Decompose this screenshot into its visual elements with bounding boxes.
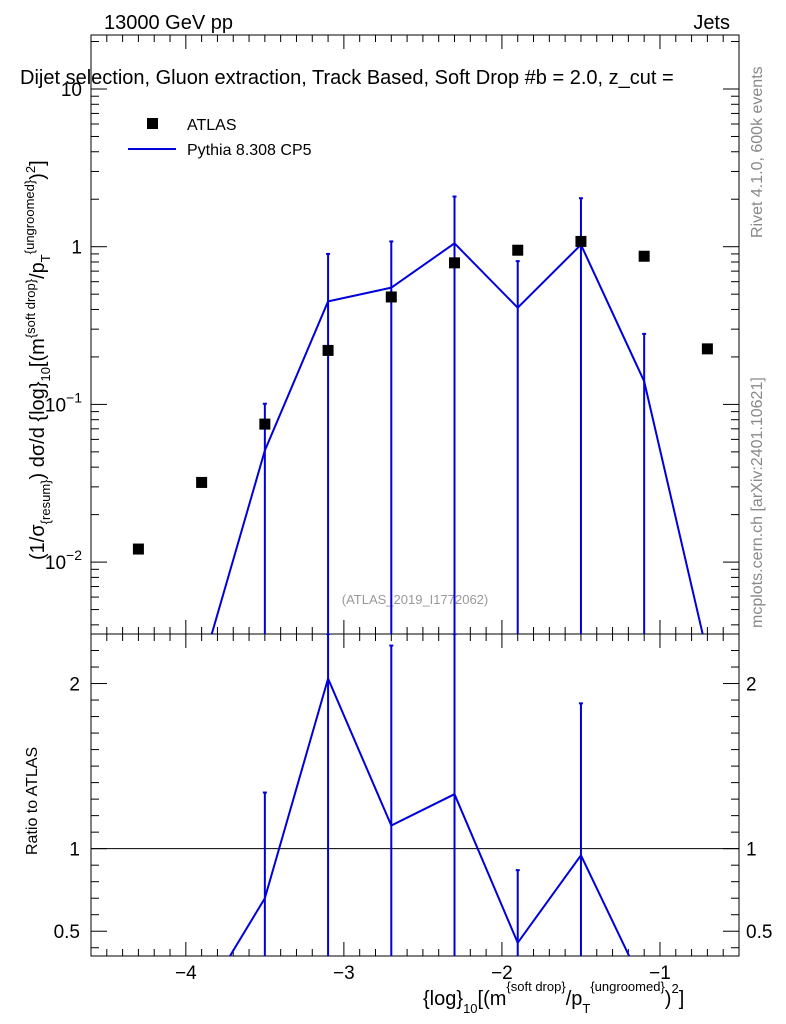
- rivet-label: Rivet 4.1.0, 600k events: [749, 66, 766, 238]
- main-y-tick-label: 10: [61, 80, 82, 101]
- ratio-y-tick-label: 0.5: [54, 922, 80, 943]
- atlas-data-point: [575, 235, 587, 247]
- ratio-y-tick-label: 1: [69, 840, 80, 861]
- ratio-y-tick-label: 2: [69, 675, 80, 696]
- atlas-data-point: [259, 418, 271, 430]
- atlas-data-point: [449, 257, 461, 269]
- atlas-data-point: [701, 343, 713, 355]
- x-tick-label: −1: [649, 963, 671, 984]
- x-axis-label: {log}10[(m{soft drop}/pT{ungroomed})2]: [423, 979, 684, 1016]
- x-tick-label: −4: [175, 963, 197, 984]
- header-left: 13000 GeV pp: [104, 12, 233, 34]
- plot-title: Dijet selection, Gluon extraction, Track…: [20, 67, 674, 89]
- main-y-axis-label: (1/σ{resum}) dσ/d {log}10[(m{soft drop}/…: [22, 160, 53, 560]
- atlas-data-point: [196, 476, 208, 488]
- data-series-main: [132, 235, 713, 555]
- ratio-plot-frame: [90, 633, 740, 957]
- atlas-data-point: [638, 250, 650, 262]
- ratio-axis-ticks: −4 −3 −2 −1 0.5 0.5 1 1 2 2: [54, 634, 772, 984]
- main-y-tick-label: 10−1: [45, 389, 82, 416]
- main-y-tick-label: 10−2: [45, 547, 82, 574]
- analysis-watermark: (ATLAS_2019_I1772062): [342, 592, 488, 607]
- ratio-y-tick-label-right: 1: [746, 840, 757, 861]
- legend-data-label: ATLAS: [187, 117, 237, 134]
- atlas-data-point: [385, 291, 397, 303]
- header-right: Jets: [693, 12, 730, 34]
- mc-ratio-line: [228, 675, 631, 956]
- legend: ATLAS Pythia 8.308 CP5: [128, 117, 312, 159]
- atlas-data-point: [132, 543, 144, 555]
- legend-mc-label: Pythia 8.308 CP5: [187, 142, 312, 159]
- mcplots-label: mcplots.cern.ch [arXiv:2401.10621]: [749, 377, 766, 628]
- mc-series-main: [210, 195, 704, 634]
- x-tick-label: −3: [333, 963, 355, 984]
- x-tick-label: −2: [491, 963, 513, 984]
- atlas-data-point: [322, 344, 334, 356]
- atlas-data-point: [512, 244, 524, 256]
- mc-series-ratio: [228, 634, 631, 956]
- ratio-y-axis-label: Ratio to ATLAS: [24, 747, 41, 855]
- ratio-y-tick-label-right: 0.5: [746, 922, 772, 943]
- main-y-tick-label: 1: [71, 238, 82, 259]
- ratio-y-tick-label-right: 2: [746, 675, 757, 696]
- mc-main-line: [210, 242, 704, 634]
- legend-data-marker: [147, 118, 158, 129]
